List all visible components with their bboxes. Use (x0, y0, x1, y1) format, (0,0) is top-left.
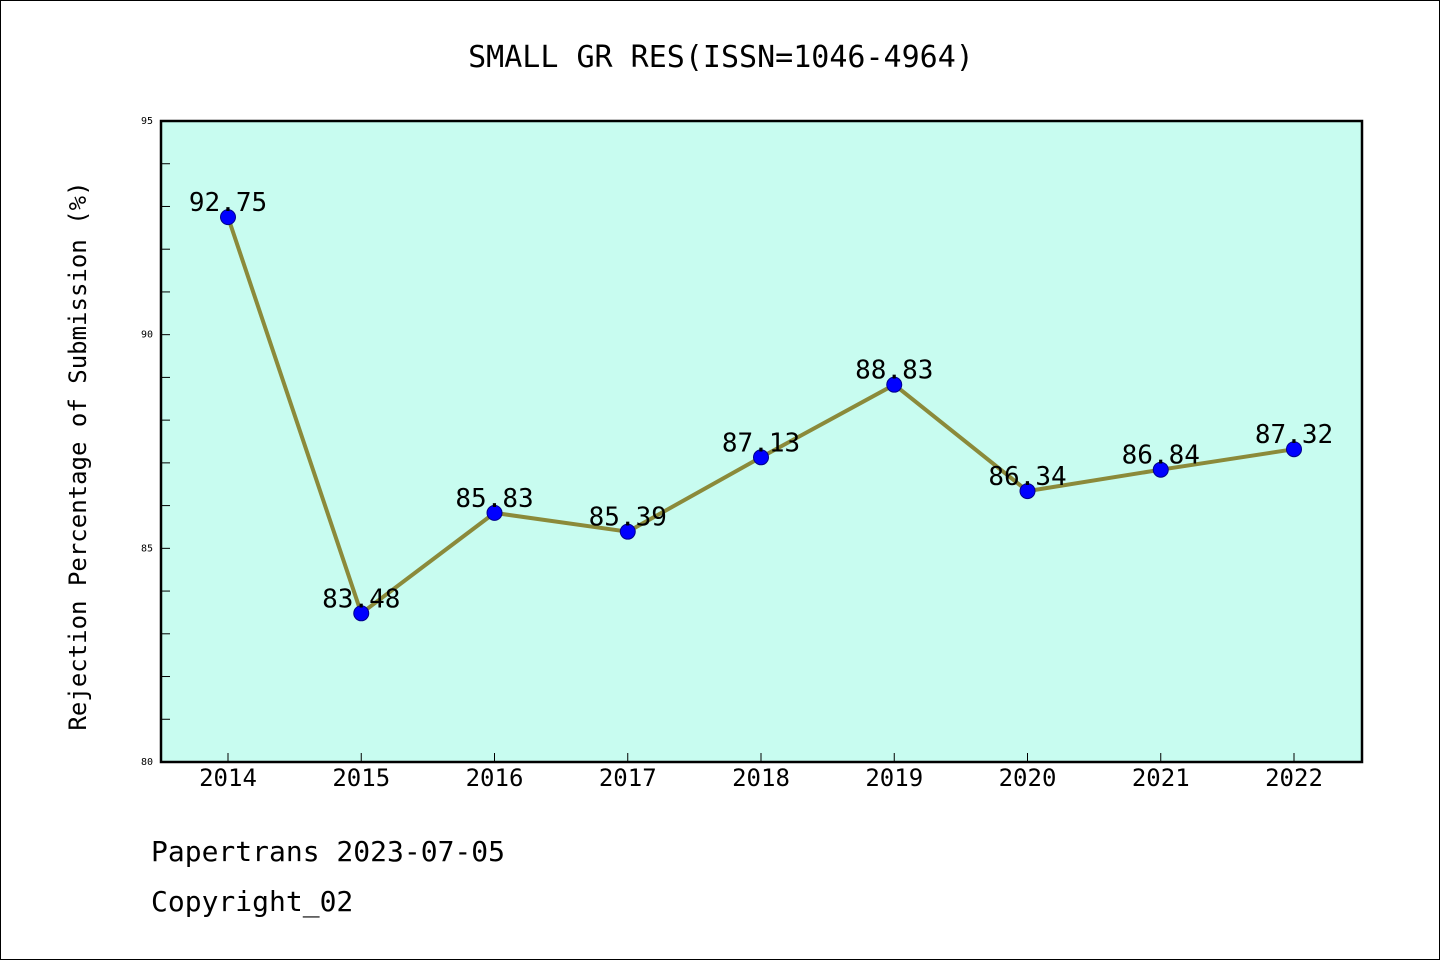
data-point (619, 523, 636, 540)
x-tick-label: 2014 (199, 764, 257, 792)
chart-title: SMALL GR RES(ISSN=1046-4964) (468, 40, 974, 75)
y-axis-label: Rejection Percentage of Submission (%) (64, 181, 92, 730)
y-tick-label: 85 (141, 543, 153, 554)
data-label: 83.48 (322, 584, 400, 614)
data-label: 88.83 (855, 356, 933, 386)
x-tick-label: 2015 (332, 764, 390, 792)
x-tick-label: 2016 (466, 764, 524, 792)
x-tick-label: 2020 (999, 764, 1057, 792)
data-point (1019, 483, 1036, 500)
footer-copyright-line: Copyright_02 (151, 885, 354, 918)
x-tick-label: 2021 (1132, 764, 1190, 792)
x-tick-label: 2017 (599, 764, 657, 792)
x-tick-label: 2022 (1265, 764, 1323, 792)
data-label: 87.32 (1255, 420, 1333, 450)
data-point (1286, 441, 1302, 458)
y-tick-label: 95 (141, 116, 153, 127)
data-label: 86.84 (1122, 441, 1200, 471)
plot-area (161, 121, 1362, 762)
data-point (486, 504, 503, 521)
data-label: 87.13 (722, 428, 800, 458)
data-label: 85.83 (455, 484, 533, 514)
data-label: 86.34 (988, 462, 1066, 492)
y-tick-label: 90 (141, 330, 153, 341)
x-tick-label: 2019 (865, 764, 923, 792)
data-point (220, 209, 236, 226)
data-point (753, 449, 769, 466)
plot-border (159, 119, 1364, 764)
data-point (353, 605, 370, 622)
footer-date-line: Papertrans 2023-07-05 (151, 835, 506, 868)
data-label: 85.39 (589, 503, 667, 533)
data-point (886, 376, 903, 393)
data-label: 92.75 (189, 188, 267, 218)
data-point (1152, 461, 1169, 478)
x-tick-label: 2018 (732, 764, 790, 792)
y-tick-label: 80 (141, 757, 153, 768)
